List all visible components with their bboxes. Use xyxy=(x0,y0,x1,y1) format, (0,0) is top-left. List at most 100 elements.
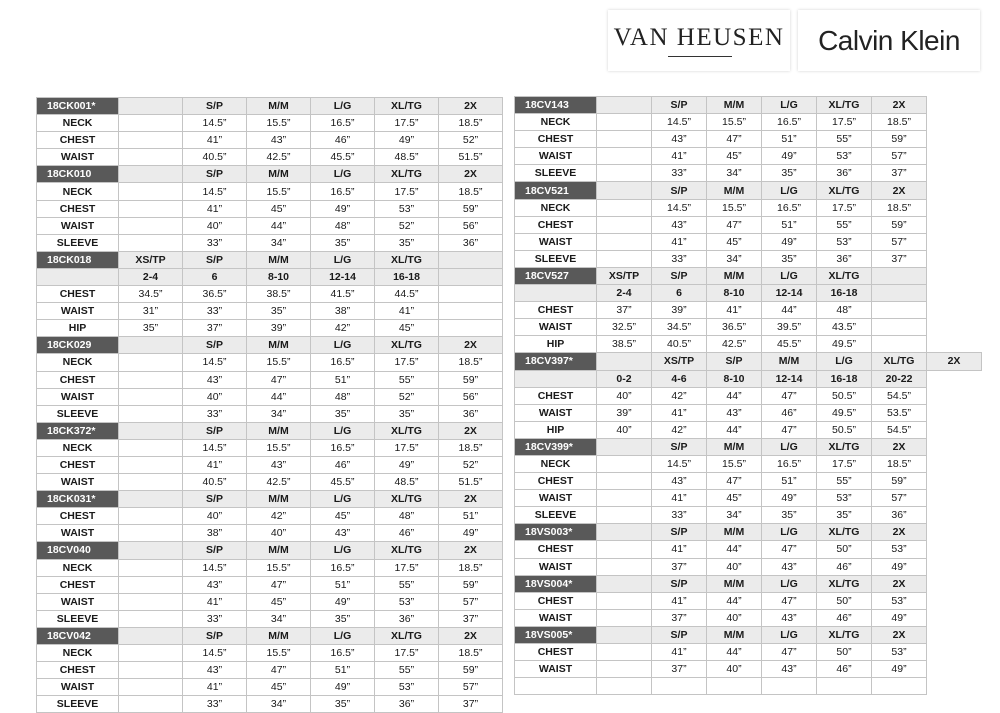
measurement-value: 47” xyxy=(761,386,817,405)
size-header-empty xyxy=(596,574,652,593)
measurement-label: CHEST xyxy=(36,575,119,594)
measurement-value: 36” xyxy=(871,506,927,525)
measurement-value: 42.5” xyxy=(246,473,311,492)
measurement-value: 36” xyxy=(816,164,872,183)
measurement-value: 43” xyxy=(246,131,311,150)
measurement-label: WAIST xyxy=(36,473,119,492)
measurement-row: WAIST 40.5” 42.5” 45.5” 48.5” 51.5” xyxy=(36,148,503,167)
size-header: 2X xyxy=(871,181,927,200)
measurement-value: 48” xyxy=(374,507,439,526)
measurement-row: HIP 35” 37” 39” 42” 45” xyxy=(36,319,503,338)
measurement-value: 36.5” xyxy=(182,285,247,304)
measurement-row: CHEST 41” 44” 47” 50” 53” xyxy=(514,591,982,610)
measurement-empty xyxy=(118,643,183,663)
measurement-label: HIP xyxy=(514,335,597,354)
size-header: M/M xyxy=(706,95,762,115)
measurement-value: 49” xyxy=(761,489,817,508)
measurement-value: 49.5” xyxy=(816,403,872,422)
style-header-row: 18CK010 S/P M/M L/G XL/TG 2X xyxy=(36,165,503,184)
measurement-value: 52” xyxy=(438,131,503,150)
numeric-size-label-empty xyxy=(36,267,119,287)
measurement-value: 46” xyxy=(816,557,872,576)
measurement-value: 17.5” xyxy=(816,454,872,474)
measurement-label: WAIST xyxy=(514,232,597,251)
measurement-label: NECK xyxy=(36,558,119,577)
size-header: XL/TG xyxy=(374,165,439,184)
measurement-row: SLEEVE 33” 34” 35” 36” 37” xyxy=(36,695,503,713)
measurement-value: 40” xyxy=(596,420,652,439)
measurement-value: 15.5” xyxy=(246,438,311,457)
measurement-empty xyxy=(596,642,652,662)
style-code: 18CV521 xyxy=(514,181,597,200)
size-header: L/G xyxy=(310,490,375,509)
size-header: XS/TP xyxy=(596,266,652,286)
measurement-value: 45” xyxy=(246,592,311,611)
style-code: 18CV040 xyxy=(36,541,119,560)
measurement-value: 40” xyxy=(246,524,311,543)
measurement-value: 59” xyxy=(871,215,927,234)
measurement-value: 43” xyxy=(761,557,817,576)
size-header: S/P xyxy=(651,625,707,645)
measurement-value: 50” xyxy=(816,591,872,610)
measurement-label: CHEST xyxy=(514,642,597,662)
measurement-row: NECK 14.5” 15.5” 16.5” 17.5” 18.5” xyxy=(36,643,503,663)
numeric-size: 12-14 xyxy=(761,284,817,303)
measurement-value: 49” xyxy=(310,199,375,218)
measurement-value: 51” xyxy=(761,130,817,149)
calvin-klein-wordmark: Calvin Klein xyxy=(818,24,960,56)
measurement-empty xyxy=(118,148,183,167)
measurement-value: 17.5” xyxy=(374,558,439,577)
measurement-empty xyxy=(118,455,183,475)
measurement-value: 37” xyxy=(651,557,707,576)
measurement-value: 40” xyxy=(706,608,762,627)
measurement-value: 57” xyxy=(871,489,927,508)
measurement-value: 42” xyxy=(310,319,375,338)
size-header: XL/TG xyxy=(374,421,439,440)
measurement-value: 18.5” xyxy=(438,643,503,663)
numeric-size: 20-22 xyxy=(871,369,927,388)
empty-cell xyxy=(651,677,707,696)
measurement-row: WAIST 41” 45” 49” 53” 57” xyxy=(514,489,982,508)
measurement-value: 17.5” xyxy=(374,182,439,201)
measurement-value: 18.5” xyxy=(438,438,503,457)
measurement-row: NECK 14.5” 15.5” 16.5” 17.5” 18.5” xyxy=(36,182,503,201)
measurement-value: 37” xyxy=(871,249,927,268)
measurement-label: NECK xyxy=(514,113,597,132)
measurement-value: 46” xyxy=(310,455,375,475)
measurement-empty xyxy=(118,558,183,577)
measurement-label: CHEST xyxy=(514,386,597,405)
measurement-label: WAIST xyxy=(36,524,119,543)
size-header: XL/TG xyxy=(374,626,439,646)
measurement-value: 41” xyxy=(182,131,247,150)
measurement-row: SLEEVE 33” 34” 35” 36” 37” xyxy=(514,164,982,183)
measurement-value: 49” xyxy=(871,557,927,576)
measurement-value: 49” xyxy=(761,147,817,166)
size-header: S/P xyxy=(651,574,707,593)
measurement-value: 53” xyxy=(871,591,927,610)
measurement-value: 45.5” xyxy=(310,148,375,167)
measurement-label: SLEEVE xyxy=(514,506,597,525)
size-header: XL/TG xyxy=(374,336,439,355)
measurement-value: 43” xyxy=(310,524,375,543)
measurement-value: 18.5” xyxy=(438,353,503,372)
measurement-value: 55” xyxy=(374,575,439,594)
size-header: M/M xyxy=(706,437,762,456)
measurement-value: 17.5” xyxy=(374,114,439,133)
measurement-value: 47” xyxy=(761,540,817,559)
measurement-row: CHEST 34.5” 36.5” 38.5” 41.5” 44.5” xyxy=(36,285,503,304)
measurement-value: 48” xyxy=(816,301,872,320)
size-header: S/P xyxy=(182,165,247,184)
measurement-value: 16.5” xyxy=(310,114,375,133)
measurement-row: SLEEVE 33” 34” 35” 36” 37” xyxy=(514,249,982,268)
size-header: 2X xyxy=(438,490,503,509)
size-header: 2X xyxy=(438,421,503,440)
measurement-value: 36” xyxy=(374,695,439,713)
measurement-value: 56” xyxy=(438,387,503,406)
measurement-value: 41” xyxy=(182,592,247,611)
measurement-value: 49” xyxy=(374,455,439,475)
measurement-value: 49” xyxy=(374,131,439,150)
measurement-value: 37” xyxy=(651,660,707,679)
measurement-value: 42” xyxy=(246,507,311,526)
measurement-empty xyxy=(871,318,927,337)
measurement-value: 47” xyxy=(246,661,311,680)
